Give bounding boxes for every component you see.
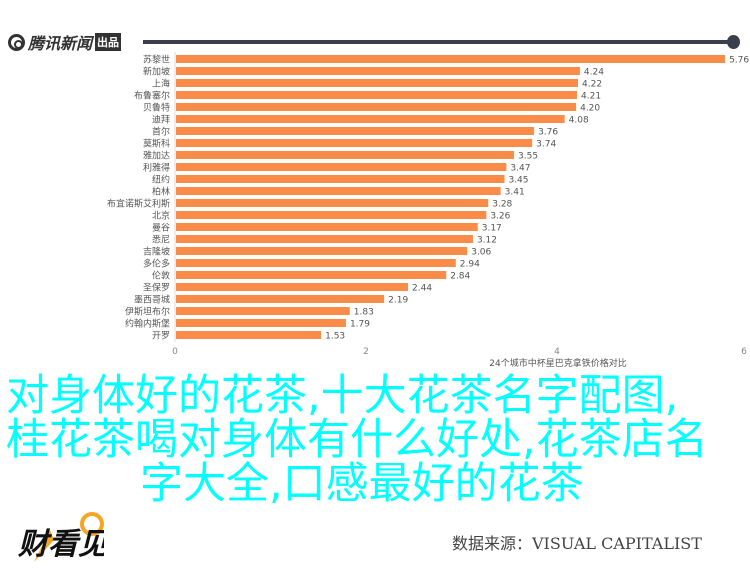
bar	[176, 79, 579, 87]
value-label: 4.24	[584, 68, 604, 78]
bar	[176, 295, 385, 303]
category-label: 约翰内斯堡	[125, 318, 170, 330]
value-label: 4.20	[580, 104, 600, 114]
category-label: 苏黎世	[143, 54, 170, 66]
bar	[176, 271, 447, 279]
x-tick-label: 6	[741, 347, 747, 357]
category-label: 莫斯科	[143, 138, 170, 150]
value-label: 5.76	[729, 56, 749, 66]
bar	[176, 103, 577, 111]
value-label: 4.08	[569, 116, 589, 126]
bar	[176, 127, 535, 135]
value-label: 2.84	[450, 272, 470, 282]
bar	[176, 211, 487, 219]
value-label: 4.22	[582, 80, 602, 90]
category-label: 伊斯坦布尔	[125, 306, 170, 318]
bar	[176, 223, 478, 231]
value-label: 1.53	[325, 332, 345, 342]
value-label: 3.74	[536, 140, 556, 150]
category-label: 墨西哥城	[134, 295, 170, 306]
overlay-text-line-2: 桂花茶喝对身体有什么好处,花茶店名	[6, 415, 708, 465]
category-label: 布鲁塞尔	[134, 90, 170, 102]
bar	[176, 319, 346, 327]
tencent-news-logo: 腾讯新闻 出品	[8, 30, 122, 54]
x-tick-label: 2	[363, 347, 369, 357]
category-label: 迪拜	[152, 114, 170, 126]
bar	[176, 259, 456, 267]
category-label: 首尔	[152, 126, 170, 138]
logo-badge: 出品	[95, 33, 122, 51]
category-label: 柏林	[152, 186, 170, 198]
bar	[176, 187, 501, 195]
header-divider-dot	[727, 35, 740, 49]
bar	[176, 55, 726, 63]
value-label: 3.26	[490, 212, 510, 222]
category-label: 曼谷	[152, 223, 170, 234]
overlay-text-line-1: 对身体好的花茶,十大花茶名字配图,	[6, 371, 679, 421]
header-divider	[143, 40, 735, 44]
bar	[176, 67, 580, 75]
x-tick-label: 0	[172, 347, 178, 357]
value-label: 3.41	[505, 188, 525, 198]
bar	[176, 199, 489, 207]
x-tick-label: 4	[554, 347, 560, 357]
bar	[176, 91, 578, 99]
category-label: 上海	[152, 78, 170, 90]
category-label: 悉尼	[152, 234, 170, 246]
bar	[176, 283, 409, 291]
value-label: 3.45	[508, 176, 528, 186]
bar	[176, 247, 468, 255]
category-label: 开罗	[152, 331, 170, 342]
category-label: 伦敦	[152, 270, 170, 282]
category-label: 布宜诺斯艾利斯	[107, 198, 170, 210]
bar	[176, 115, 565, 123]
chart-title: 24个城市中杯星巴克拿铁价格对比	[489, 357, 626, 369]
data-source: 数据来源：VISUAL CAPITALIST	[452, 534, 702, 553]
category-label: 北京	[152, 210, 170, 222]
bar	[176, 151, 515, 159]
bar	[176, 307, 350, 315]
category-label: 圣保罗	[143, 282, 170, 294]
value-label: 3.28	[492, 200, 512, 210]
caikanjian-logo: 财看见	[17, 512, 104, 562]
overlay-text-line-3: 字大全,口感最好的花茶	[140, 459, 584, 509]
brand-text: 财看见	[17, 527, 104, 562]
bar	[176, 235, 473, 243]
logo-text: 腾讯新闻	[28, 34, 93, 53]
category-label: 纽约	[152, 174, 170, 186]
value-label: 1.79	[350, 320, 370, 330]
value-label: 2.94	[460, 260, 480, 270]
category-label: 贝鲁特	[143, 102, 170, 114]
bar	[176, 331, 322, 339]
bar	[176, 139, 533, 147]
category-label: 雅加达	[143, 150, 170, 162]
bar	[176, 163, 507, 171]
value-label: 2.19	[388, 296, 408, 306]
category-label: 吉隆坡	[143, 246, 170, 258]
value-label: 3.47	[510, 164, 530, 174]
value-label: 2.44	[412, 284, 432, 294]
bar	[176, 175, 505, 183]
value-label: 1.83	[354, 308, 374, 318]
tencent-news-icon	[8, 33, 25, 51]
category-label: 多伦多	[143, 258, 170, 270]
category-label: 利雅得	[143, 162, 170, 174]
value-label: 3.55	[518, 152, 538, 162]
value-label: 3.12	[477, 236, 497, 246]
value-label: 3.17	[482, 224, 502, 234]
value-label: 4.21	[581, 92, 601, 102]
category-label: 新加坡	[143, 66, 170, 78]
value-label: 3.76	[538, 128, 558, 138]
value-label: 3.06	[471, 248, 491, 258]
